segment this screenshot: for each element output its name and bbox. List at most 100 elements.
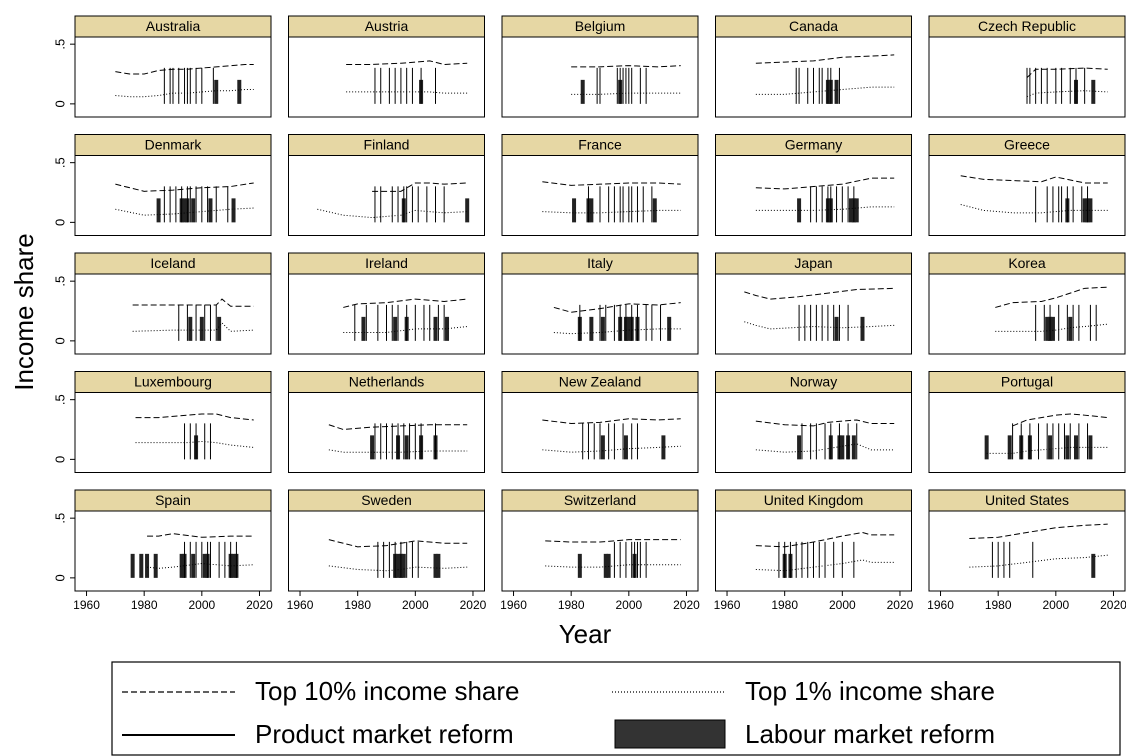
labour-reform xyxy=(606,553,611,578)
panel-title: Belgium xyxy=(575,18,626,34)
labour-reform xyxy=(1045,316,1050,341)
panel-frame xyxy=(74,155,272,236)
labour-reform xyxy=(393,316,398,341)
labour-reform xyxy=(600,316,605,341)
y-tick-label: 0 xyxy=(52,337,67,344)
x-tick-label: 1960 xyxy=(927,598,954,612)
labour-reform xyxy=(667,316,672,341)
labour-reform xyxy=(834,79,839,104)
panel-frame xyxy=(928,273,1126,355)
panel-title: Australia xyxy=(146,18,201,34)
top1-line xyxy=(115,89,254,98)
labour-reform xyxy=(404,435,409,460)
panel-title: Finland xyxy=(364,137,410,153)
labour-reform xyxy=(188,316,193,341)
labour-reform xyxy=(396,553,401,578)
top10-line xyxy=(1026,67,1108,78)
labour-reform xyxy=(1088,198,1093,223)
panel-frame xyxy=(715,392,912,473)
panel-title: Greece xyxy=(1004,137,1050,153)
labour-reform xyxy=(854,198,859,223)
legend-label: Top 10% income share xyxy=(255,676,519,706)
top10-line xyxy=(553,302,681,313)
panel-title: Norway xyxy=(790,374,837,390)
labour-reform xyxy=(231,553,236,578)
panel-frame xyxy=(501,273,699,355)
labour-reform xyxy=(199,316,204,341)
labour-reform xyxy=(401,553,406,578)
top1-line xyxy=(744,321,895,330)
labour-reform xyxy=(465,198,470,223)
x-tick-label: 2020 xyxy=(1100,598,1126,612)
panel-frame xyxy=(715,155,912,236)
labour-reform xyxy=(626,316,631,341)
labour-reform xyxy=(572,198,577,223)
top1-line xyxy=(542,209,681,214)
x-tick-label: 1980 xyxy=(344,598,371,612)
labour-reform xyxy=(797,198,802,223)
top10-line xyxy=(1012,413,1108,427)
top10-line xyxy=(571,65,681,68)
top10-line xyxy=(969,523,1108,539)
panel-title: Italy xyxy=(587,255,613,271)
labour-reform xyxy=(603,553,608,578)
labour-reform xyxy=(577,553,582,578)
labour-reform xyxy=(191,553,196,578)
labour-reform xyxy=(202,553,207,578)
top10-line xyxy=(545,539,681,543)
top1-line xyxy=(147,563,254,569)
legend-label: Top 1% income share xyxy=(745,676,995,706)
labour-reform xyxy=(984,435,989,460)
y-tick-label: .5 xyxy=(52,276,67,287)
panel-title: Spain xyxy=(155,492,191,508)
panel-frame xyxy=(501,392,699,473)
top10-line xyxy=(132,298,254,307)
panel-frame xyxy=(501,36,699,118)
panel-frame xyxy=(288,155,485,236)
top1-line xyxy=(343,326,468,334)
labour-reform xyxy=(436,553,441,578)
top1-line xyxy=(755,206,895,211)
labour-reform xyxy=(1048,435,1053,460)
labour-reform xyxy=(191,198,196,223)
panel-frame xyxy=(288,273,485,355)
top1-line xyxy=(571,92,681,95)
x-tick-label: 2000 xyxy=(1042,598,1069,612)
y-tick-label: 0 xyxy=(52,100,67,107)
labour-reform xyxy=(433,553,438,578)
top10-line xyxy=(542,181,681,186)
top1-line xyxy=(132,322,254,332)
x-axis-label: Year xyxy=(559,619,612,649)
top10-line xyxy=(755,177,895,190)
top1-line xyxy=(542,445,681,453)
labour-reform xyxy=(1091,553,1096,578)
panel-frame xyxy=(715,510,912,592)
panel-title: Korea xyxy=(1008,255,1046,271)
panel-title: United Kingdom xyxy=(764,492,864,508)
panel-title: Denmark xyxy=(145,137,203,153)
panel-title: United States xyxy=(985,492,1069,508)
panel-title: Ireland xyxy=(365,255,408,271)
x-tick-label: 2000 xyxy=(829,598,856,612)
panel-frame xyxy=(715,36,912,118)
panel-title: New Zealand xyxy=(559,374,642,390)
labour-reform xyxy=(179,553,184,578)
panel-frame xyxy=(74,36,272,118)
top1-line xyxy=(553,328,681,335)
labour-reform xyxy=(1050,316,1055,341)
y-tick-label: 0 xyxy=(52,219,67,226)
x-tick-label: 1980 xyxy=(131,598,158,612)
labour-reform xyxy=(848,198,853,223)
labour-reform xyxy=(1091,79,1096,104)
labour-reform xyxy=(208,198,213,223)
labour-reform xyxy=(1088,435,1093,460)
panel-title: Canada xyxy=(789,18,838,34)
x-tick-label: 2020 xyxy=(460,598,487,612)
y-tick-label: .5 xyxy=(52,394,67,405)
top10-line xyxy=(328,539,468,548)
panel-title: France xyxy=(578,137,622,153)
legend-label: Product market reform xyxy=(255,719,514,749)
top10-line xyxy=(346,60,468,65)
legend-label: Labour market reform xyxy=(745,719,995,749)
